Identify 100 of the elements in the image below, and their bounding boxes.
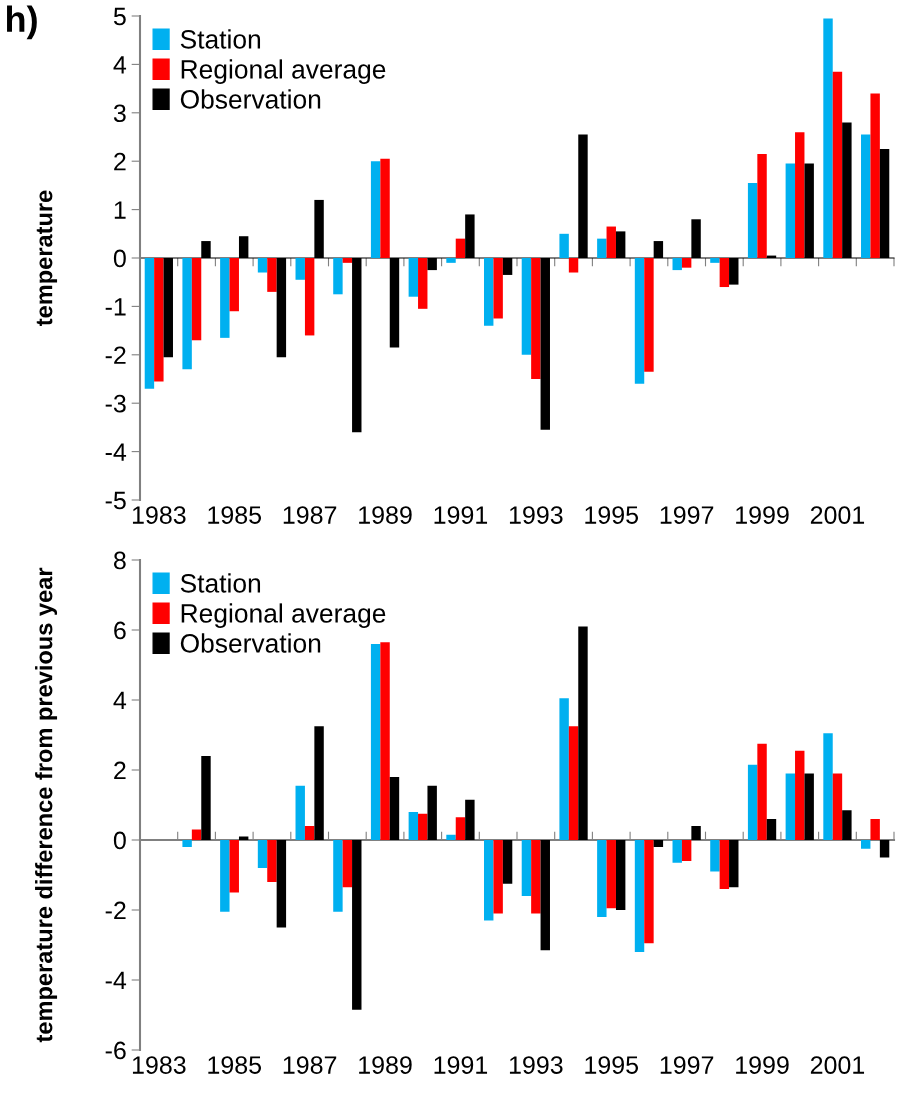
y-tick-label: 0 — [113, 249, 126, 268]
bar — [201, 756, 211, 840]
bar — [342, 258, 353, 263]
legend-label: Observation — [180, 633, 321, 653]
y-tick-label: 6 — [114, 621, 126, 640]
bar — [672, 840, 682, 863]
bar — [352, 840, 362, 1010]
bar — [568, 726, 579, 840]
bar — [729, 840, 739, 888]
bar — [295, 785, 305, 840]
y-axis-title: temperature difference from previous year — [35, 567, 58, 1043]
x-tick-label: 1985 — [208, 506, 262, 524]
x-tick-label: 1991 — [434, 506, 488, 524]
bar — [455, 817, 466, 840]
x-tick-label: 1993 — [509, 506, 563, 524]
bar — [220, 258, 230, 338]
x-tick-label: 1987 — [283, 506, 337, 524]
bar — [785, 163, 796, 258]
bar — [606, 840, 616, 909]
bar — [681, 258, 692, 268]
bar — [644, 258, 654, 372]
y-tick-label: -2 — [105, 346, 126, 364]
x-tick-label: 1987 — [283, 1056, 337, 1074]
bar — [389, 777, 400, 840]
bar — [766, 819, 777, 840]
bar — [295, 258, 305, 280]
bar — [842, 810, 852, 840]
legend-label: Station — [180, 573, 261, 593]
bar — [634, 258, 645, 384]
bar — [644, 840, 654, 944]
x-tick-label: 1991 — [434, 1056, 488, 1074]
y-tick-label: 4 — [113, 691, 127, 710]
y-tick-label: 2 — [114, 152, 126, 171]
bar — [370, 644, 381, 840]
bar — [578, 626, 588, 840]
y-tick-label: 3 — [113, 104, 126, 123]
y-tick-label: 4 — [113, 56, 127, 74]
bar — [418, 813, 428, 840]
bar — [870, 93, 880, 258]
bar — [333, 258, 343, 295]
legend-label: Observation — [180, 89, 321, 109]
legend-label: Regional average — [181, 59, 386, 84]
bar — [370, 161, 381, 258]
bar — [710, 258, 720, 263]
x-tick-label: 1983 — [132, 506, 186, 524]
bar — [672, 258, 682, 271]
legend-label: Regional average — [181, 603, 386, 628]
bar — [747, 764, 758, 840]
bar — [380, 642, 390, 840]
bar — [795, 750, 805, 840]
bar — [182, 840, 192, 847]
bar — [304, 826, 315, 840]
x-tick-label: 1993 — [509, 1056, 563, 1074]
legend-label: Station — [180, 29, 261, 49]
bar — [521, 840, 532, 896]
bar — [455, 238, 466, 258]
bar — [653, 840, 664, 847]
x-tick-label: 1989 — [359, 506, 412, 524]
bar — [484, 258, 494, 326]
bar — [229, 258, 239, 312]
y-tick-label: -5 — [105, 491, 126, 510]
bar — [531, 258, 541, 379]
x-tick-label: 2001 — [810, 1056, 865, 1074]
bar — [304, 258, 315, 336]
bar — [832, 773, 843, 840]
bar — [879, 840, 890, 858]
bar — [606, 226, 616, 258]
bar — [408, 258, 419, 297]
bar — [418, 258, 428, 309]
bar — [785, 773, 796, 840]
y-tick-label: 5 — [113, 7, 126, 26]
y-tick-label: -2 — [105, 901, 126, 920]
bar — [484, 840, 494, 921]
x-tick-label: 1983 — [132, 1056, 186, 1074]
x-tick-label: 1999 — [736, 506, 789, 524]
x-tick-label: 1989 — [359, 1056, 412, 1074]
x-tick-label: 1997 — [660, 506, 714, 524]
bar — [502, 840, 513, 884]
x-tick-label: 2001 — [810, 506, 865, 524]
bar — [757, 743, 767, 840]
bar — [719, 258, 730, 288]
bar — [408, 812, 419, 840]
text: h) — [7, 5, 37, 40]
bar — [154, 258, 164, 382]
y-tick-label: 0 — [113, 831, 126, 850]
x-tick-label: 1995 — [585, 506, 639, 524]
bar — [342, 840, 353, 888]
bar — [182, 258, 192, 370]
bar — [465, 799, 475, 840]
bar — [257, 840, 268, 868]
bar — [521, 258, 532, 355]
bar — [861, 840, 871, 849]
bar — [380, 158, 390, 258]
bar — [540, 840, 550, 951]
x-tick-label: 1985 — [208, 1056, 262, 1074]
bar — [870, 819, 880, 840]
bar — [257, 258, 268, 273]
bar — [832, 71, 843, 258]
bar — [804, 773, 814, 840]
bar — [531, 840, 541, 914]
